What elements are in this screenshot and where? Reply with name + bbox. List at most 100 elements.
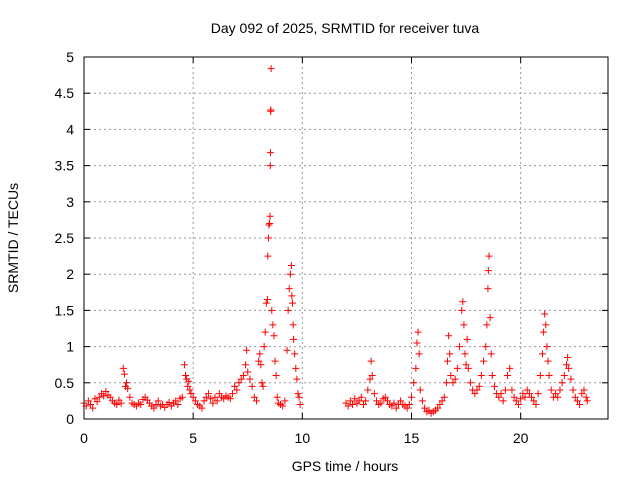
data-point — [198, 404, 206, 412]
data-point — [182, 372, 190, 380]
data-point — [504, 372, 512, 380]
data-point — [541, 310, 549, 318]
data-point — [293, 375, 301, 383]
data-point — [462, 361, 470, 369]
data-point — [418, 397, 426, 405]
data-point — [117, 399, 125, 407]
y-tick-label: 2.5 — [55, 230, 75, 246]
data-point — [528, 393, 536, 401]
data-point — [582, 393, 590, 401]
data-point — [367, 357, 375, 365]
data-point — [458, 306, 466, 314]
data-point — [95, 393, 103, 401]
data-point — [100, 392, 108, 400]
data-point — [377, 399, 385, 407]
data-point — [508, 386, 516, 394]
data-point — [463, 335, 471, 343]
data-point — [258, 379, 266, 387]
data-point — [583, 397, 591, 405]
data-point — [488, 372, 496, 380]
data-point — [532, 401, 540, 409]
data-point — [576, 401, 584, 409]
data-point — [449, 379, 457, 387]
data-point — [475, 382, 483, 390]
data-point — [413, 339, 421, 347]
data-point — [291, 350, 299, 358]
x-axis-label: GPS time / hours — [292, 458, 399, 474]
data-point — [487, 350, 495, 358]
data-point — [211, 393, 219, 401]
data-point — [265, 221, 273, 229]
data-point — [453, 364, 461, 372]
data-point — [272, 372, 280, 380]
data-point — [440, 393, 448, 401]
data-point — [242, 361, 250, 369]
data-point — [381, 393, 389, 401]
data-point — [436, 401, 444, 409]
data-point — [373, 397, 381, 405]
data-point — [215, 390, 223, 398]
data-point — [257, 361, 265, 369]
y-tick-label: 3.5 — [55, 158, 75, 174]
data-point — [359, 401, 367, 409]
data-point — [284, 306, 292, 314]
data-point — [421, 404, 429, 412]
data-point — [281, 397, 289, 405]
data-point — [273, 393, 281, 401]
y-tick-label: 4 — [66, 121, 74, 137]
data-point — [565, 364, 573, 372]
data-point — [408, 393, 415, 401]
data-point — [185, 377, 193, 385]
data-point — [517, 395, 525, 403]
data-point — [150, 404, 158, 412]
data-point — [456, 343, 464, 351]
data-point — [444, 357, 452, 365]
data-point — [106, 393, 114, 401]
y-tick-label: 1 — [66, 339, 74, 355]
data-point — [120, 370, 128, 378]
data-point — [237, 375, 245, 383]
data-point — [383, 397, 391, 405]
y-tick-label: 5 — [66, 49, 74, 65]
data-point — [480, 357, 488, 365]
data-point — [554, 393, 562, 401]
data-point — [415, 350, 423, 358]
data-point — [102, 387, 110, 395]
data-point — [288, 292, 296, 300]
data-point — [200, 397, 208, 405]
x-tick-label: 20 — [513, 430, 529, 446]
data-point — [235, 379, 243, 387]
data-point — [451, 375, 459, 383]
data-point — [283, 346, 291, 354]
data-point — [434, 404, 442, 412]
y-tick-label: 2 — [66, 266, 74, 282]
data-point — [89, 404, 97, 412]
data-point — [536, 372, 544, 380]
data-point — [464, 364, 472, 372]
data-point — [260, 343, 268, 351]
data-point — [368, 372, 376, 380]
chart-title: Day 092 of 2025, SRMTID for receiver tuv… — [211, 20, 480, 36]
data-point — [483, 321, 491, 329]
data-point — [482, 343, 490, 351]
data-point — [256, 350, 264, 358]
tick-labels: 0 0.5 1 1.5 2 2.5 3 3.5 4 4.5 5 0 5 10 15 20 — [55, 49, 608, 446]
data-point — [266, 220, 274, 228]
data-point — [556, 386, 564, 394]
data-point — [525, 390, 533, 398]
data-point — [264, 252, 272, 260]
data-point — [191, 397, 199, 405]
y-axis-label: SRMTID / TECUs — [5, 183, 21, 293]
data-point — [477, 372, 485, 380]
data-point — [564, 353, 572, 361]
data-point — [563, 361, 571, 369]
data-point — [239, 372, 247, 380]
data-point — [84, 397, 92, 405]
data-point — [262, 299, 270, 307]
data-point — [270, 332, 278, 340]
data-point — [364, 386, 372, 394]
data-point — [534, 390, 542, 398]
data-point — [184, 382, 192, 390]
data-point — [271, 357, 279, 365]
data-points — [80, 65, 591, 417]
